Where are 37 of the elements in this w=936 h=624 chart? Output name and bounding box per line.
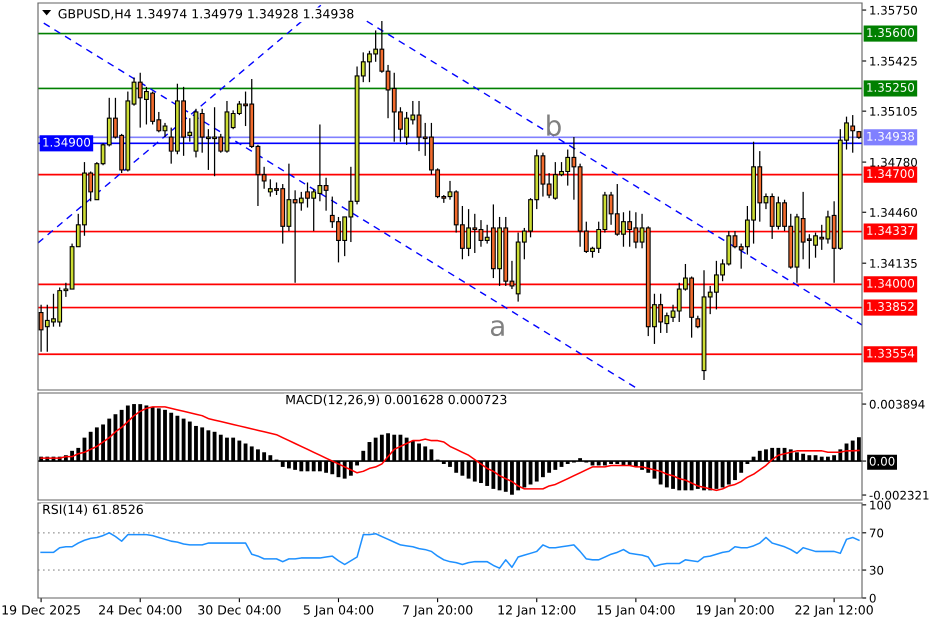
ref-line-label: 1.34700 <box>867 169 914 178</box>
ref-line-label: 1.34000 <box>867 278 914 288</box>
x-tick-label: 19 Dec 2025 <box>2 605 80 615</box>
y-tick-label: 1.35750 <box>870 6 917 15</box>
ref-line-label: 1.35250 <box>867 82 914 92</box>
y-tick-label: 30 <box>870 566 884 575</box>
x-tick-label: 24 Dec 04:00 <box>99 605 182 615</box>
ref-line-label: 1.35600 <box>867 28 914 37</box>
y-tick-label: 70 <box>870 528 884 538</box>
x-tick-label: 15 Jan 04:00 <box>598 605 675 617</box>
line-series <box>40 532 860 569</box>
y-tick-label: 1.34780 <box>870 158 917 167</box>
x-tick-label: 5 Jan 04:00 <box>304 605 374 617</box>
y-tick-label: 1.34135 <box>870 258 917 268</box>
ref-line-label: 1.33554 <box>867 348 914 358</box>
chart-title: GBPUSD,H4 1.34974 1.34979 1.34928 1.34938 <box>58 9 354 20</box>
annotation: a <box>490 320 504 336</box>
chart-title: MACD(12,26,9) 0.001628 0.000723 <box>286 394 506 406</box>
x-tick-label: 22 Jan 12:00 <box>795 605 873 617</box>
x-tick-label: 30 Dec 04:00 <box>198 605 281 615</box>
y-tick-label: 0 <box>870 594 876 603</box>
annotation: b <box>547 114 561 136</box>
x-tick-label: 7 Jan 20:00 <box>403 605 472 617</box>
x-tick-label: 19 Jan 20:00 <box>696 605 774 617</box>
chart-title: RSI(14) 61.8526 <box>43 504 143 516</box>
ref-line-label: 1.33852 <box>867 302 914 311</box>
y-tick-label: 1.35425 <box>870 56 917 66</box>
ref-line-label: 1.34938 <box>867 132 914 141</box>
y-tick-label: 0.003894 <box>870 400 925 409</box>
y-tick-label: 1.35105 <box>870 106 917 116</box>
y-tick-label: 0.00 <box>870 456 894 466</box>
ref-line-label: 1.34337 <box>867 226 914 235</box>
ref-line-label: 1.34900 <box>43 138 90 147</box>
y-tick-label: -0.002321 <box>870 490 928 500</box>
y-tick-label: 1.34460 <box>870 208 917 217</box>
y-tick-label: 100 <box>870 500 891 510</box>
x-tick-label: 12 Jan 12:00 <box>498 605 576 617</box>
